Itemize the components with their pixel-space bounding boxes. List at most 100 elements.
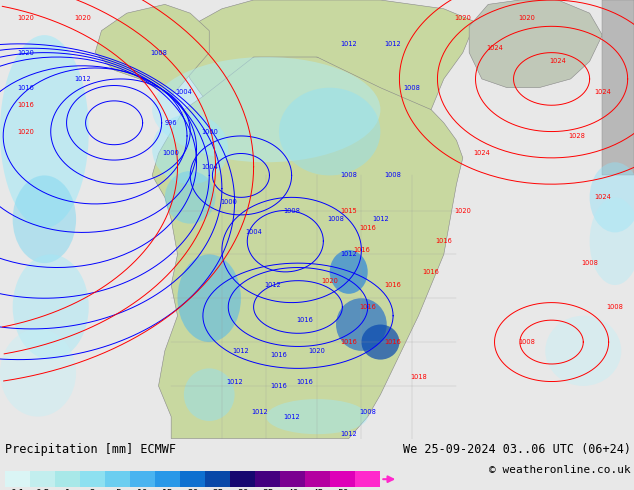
Ellipse shape <box>152 57 380 162</box>
Ellipse shape <box>336 298 387 351</box>
Text: 1012: 1012 <box>233 348 249 354</box>
Text: 1016: 1016 <box>353 247 370 253</box>
Text: 1012: 1012 <box>74 76 91 82</box>
Text: 1016: 1016 <box>359 304 376 310</box>
Text: We 25-09-2024 03..06 UTC (06+24): We 25-09-2024 03..06 UTC (06+24) <box>403 442 631 456</box>
Text: 1016: 1016 <box>385 339 401 345</box>
Text: 15: 15 <box>162 489 174 490</box>
Text: 1008: 1008 <box>385 172 401 178</box>
Text: 1012: 1012 <box>252 409 268 415</box>
Text: 1024: 1024 <box>486 45 503 51</box>
Ellipse shape <box>330 250 368 294</box>
Polygon shape <box>469 0 602 88</box>
Text: 1016: 1016 <box>296 379 313 385</box>
Ellipse shape <box>0 35 89 228</box>
Text: 1012: 1012 <box>226 379 243 385</box>
Text: 1018: 1018 <box>410 374 427 380</box>
Text: 1020: 1020 <box>455 15 471 21</box>
Ellipse shape <box>590 162 634 232</box>
Text: 1024: 1024 <box>550 58 566 64</box>
Text: 1020: 1020 <box>518 15 534 21</box>
Text: 1008: 1008 <box>581 260 598 266</box>
Text: 1016: 1016 <box>271 383 287 389</box>
Text: 1008: 1008 <box>518 339 534 345</box>
Text: 1020: 1020 <box>455 207 471 214</box>
Bar <box>602 0 634 175</box>
Text: 996: 996 <box>165 120 178 126</box>
Text: 40: 40 <box>287 489 299 490</box>
Text: 1012: 1012 <box>283 414 300 419</box>
Ellipse shape <box>13 254 89 360</box>
Bar <box>356 471 380 487</box>
Polygon shape <box>95 4 209 97</box>
Text: 35: 35 <box>262 489 273 490</box>
Text: 25: 25 <box>212 489 223 490</box>
Text: 1012: 1012 <box>340 41 357 47</box>
Text: 1008: 1008 <box>340 172 357 178</box>
Text: 1012: 1012 <box>385 41 401 47</box>
Text: 1004: 1004 <box>201 164 217 170</box>
Text: 1020: 1020 <box>17 15 34 21</box>
Bar <box>130 471 155 487</box>
Text: 1000: 1000 <box>220 199 236 205</box>
Text: 1012: 1012 <box>340 251 357 257</box>
Bar <box>5 471 30 487</box>
Bar <box>155 471 180 487</box>
Text: 0.1: 0.1 <box>10 489 25 490</box>
Text: 1016: 1016 <box>385 282 401 288</box>
Ellipse shape <box>0 329 76 416</box>
Ellipse shape <box>152 114 228 184</box>
Text: 1020: 1020 <box>321 278 338 284</box>
Text: 1000: 1000 <box>201 128 217 135</box>
Text: 1016: 1016 <box>359 225 376 231</box>
Text: 1000: 1000 <box>163 150 179 156</box>
Text: 1015: 1015 <box>340 207 357 214</box>
Text: 1012: 1012 <box>372 216 389 222</box>
Text: 1004: 1004 <box>176 89 192 95</box>
Text: 1004: 1004 <box>245 229 262 235</box>
Bar <box>256 471 280 487</box>
Text: 45: 45 <box>312 489 323 490</box>
Text: 20: 20 <box>187 489 198 490</box>
Bar <box>55 471 80 487</box>
Bar <box>80 471 105 487</box>
Text: 1020: 1020 <box>17 49 34 56</box>
Bar <box>280 471 306 487</box>
Text: © weatheronline.co.uk: © weatheronline.co.uk <box>489 466 631 475</box>
Text: 1028: 1028 <box>569 133 585 139</box>
Ellipse shape <box>266 399 368 434</box>
Bar <box>30 471 55 487</box>
Ellipse shape <box>361 324 399 360</box>
Text: 5: 5 <box>115 489 120 490</box>
Ellipse shape <box>165 171 216 223</box>
Text: 1: 1 <box>65 489 70 490</box>
Text: 1020: 1020 <box>17 128 34 135</box>
Text: 1008: 1008 <box>359 409 376 415</box>
Ellipse shape <box>178 254 241 342</box>
Text: 1024: 1024 <box>594 89 611 95</box>
Bar <box>205 471 230 487</box>
Text: 10: 10 <box>137 489 148 490</box>
Bar <box>230 471 256 487</box>
Text: 1016: 1016 <box>17 102 34 108</box>
Text: 1008: 1008 <box>328 216 344 222</box>
Text: 1016: 1016 <box>17 85 34 91</box>
Text: 0.5: 0.5 <box>36 489 50 490</box>
Ellipse shape <box>184 368 235 421</box>
Text: 1020: 1020 <box>309 348 325 354</box>
Text: 30: 30 <box>237 489 249 490</box>
Ellipse shape <box>545 316 621 386</box>
Text: 2: 2 <box>90 489 96 490</box>
Text: 1016: 1016 <box>296 317 313 323</box>
Text: 1016: 1016 <box>340 339 357 345</box>
Text: 1012: 1012 <box>340 431 357 437</box>
Text: 1016: 1016 <box>436 238 452 244</box>
Ellipse shape <box>13 175 76 263</box>
Text: 1008: 1008 <box>607 304 623 310</box>
Text: 1020: 1020 <box>74 15 91 21</box>
Text: 1012: 1012 <box>264 282 281 288</box>
Polygon shape <box>178 0 476 110</box>
Bar <box>330 471 356 487</box>
Text: Precipitation [mm] ECMWF: Precipitation [mm] ECMWF <box>5 442 176 456</box>
Text: 1008: 1008 <box>283 207 300 214</box>
